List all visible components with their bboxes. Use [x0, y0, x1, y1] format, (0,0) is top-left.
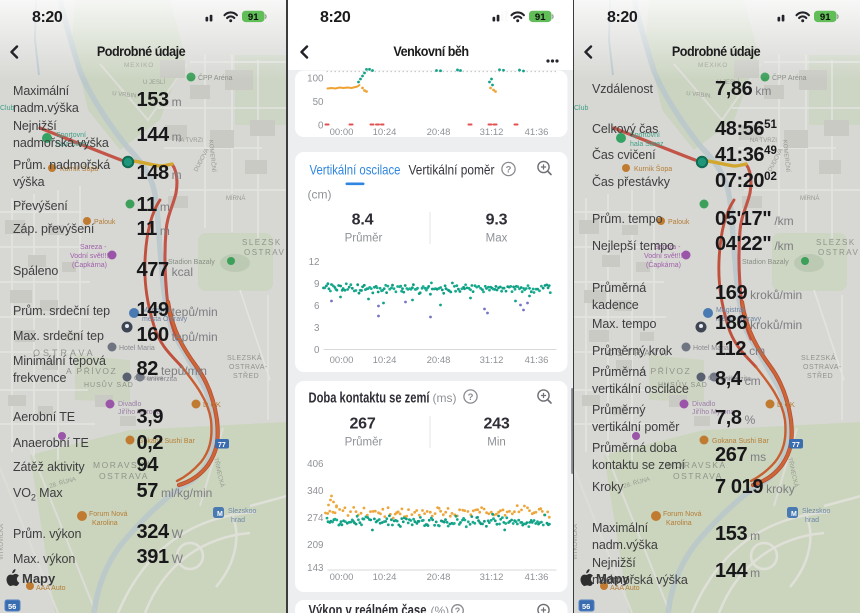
svg-text:31:12: 31:12: [479, 127, 503, 138]
svg-text:Doba kontaktu se zemí: Doba kontaktu se zemí: [308, 391, 430, 407]
svg-text:Max: Max: [485, 233, 507, 245]
svg-text:143: 143: [307, 563, 324, 574]
svg-text:100: 100: [307, 74, 324, 85]
svg-text:Vertikální oscilace: Vertikální oscilace: [309, 162, 400, 178]
svg-text:340: 340: [307, 486, 324, 497]
svg-text:6: 6: [314, 301, 320, 312]
svg-text:91: 91: [535, 12, 546, 23]
svg-text:209: 209: [307, 540, 323, 551]
svg-text:9: 9: [314, 279, 319, 290]
svg-text:(%): (%): [430, 604, 449, 613]
svg-text:Vertikální poměr: Vertikální poměr: [408, 162, 494, 178]
svg-text:0: 0: [314, 345, 320, 356]
svg-text:8.4: 8.4: [351, 212, 373, 229]
svg-text:10:24: 10:24: [372, 127, 396, 138]
svg-text:20:48: 20:48: [426, 127, 450, 138]
svg-text:00:00: 00:00: [329, 572, 353, 583]
svg-text:?: ?: [505, 164, 511, 175]
svg-text:20:48: 20:48: [426, 572, 450, 583]
svg-text:Průměr: Průměr: [344, 233, 382, 245]
svg-text:Min: Min: [487, 437, 506, 449]
svg-text:10:24: 10:24: [372, 355, 396, 366]
svg-text:3: 3: [314, 323, 320, 334]
svg-text:20:48: 20:48: [426, 355, 450, 366]
svg-text:9.3: 9.3: [485, 212, 507, 229]
svg-text:00:00: 00:00: [329, 355, 353, 366]
svg-text:50: 50: [312, 97, 323, 108]
svg-text:Výkon v reálném čase: Výkon v reálném čase: [308, 603, 426, 613]
svg-text:274: 274: [307, 513, 324, 524]
svg-text:41:36: 41:36: [524, 355, 548, 366]
svg-text:41:36: 41:36: [524, 572, 548, 583]
svg-text:31:12: 31:12: [479, 355, 503, 366]
svg-text:91: 91: [248, 12, 259, 23]
svg-text:41:36: 41:36: [524, 127, 548, 138]
svg-text:?: ?: [467, 392, 473, 403]
svg-text:31:12: 31:12: [479, 572, 503, 583]
svg-text:(ms): (ms): [432, 391, 456, 405]
svg-text:406: 406: [307, 459, 324, 470]
svg-text:0: 0: [318, 121, 324, 132]
svg-text:10:24: 10:24: [372, 572, 396, 583]
svg-text:?: ?: [454, 606, 460, 613]
svg-text:243: 243: [483, 416, 509, 433]
svg-text:91: 91: [820, 12, 831, 23]
svg-text:Průměr: Průměr: [344, 437, 382, 449]
svg-text:267: 267: [349, 416, 375, 433]
svg-text:00:00: 00:00: [329, 127, 353, 138]
svg-text:12: 12: [308, 257, 319, 268]
svg-text:(cm): (cm): [307, 188, 331, 202]
